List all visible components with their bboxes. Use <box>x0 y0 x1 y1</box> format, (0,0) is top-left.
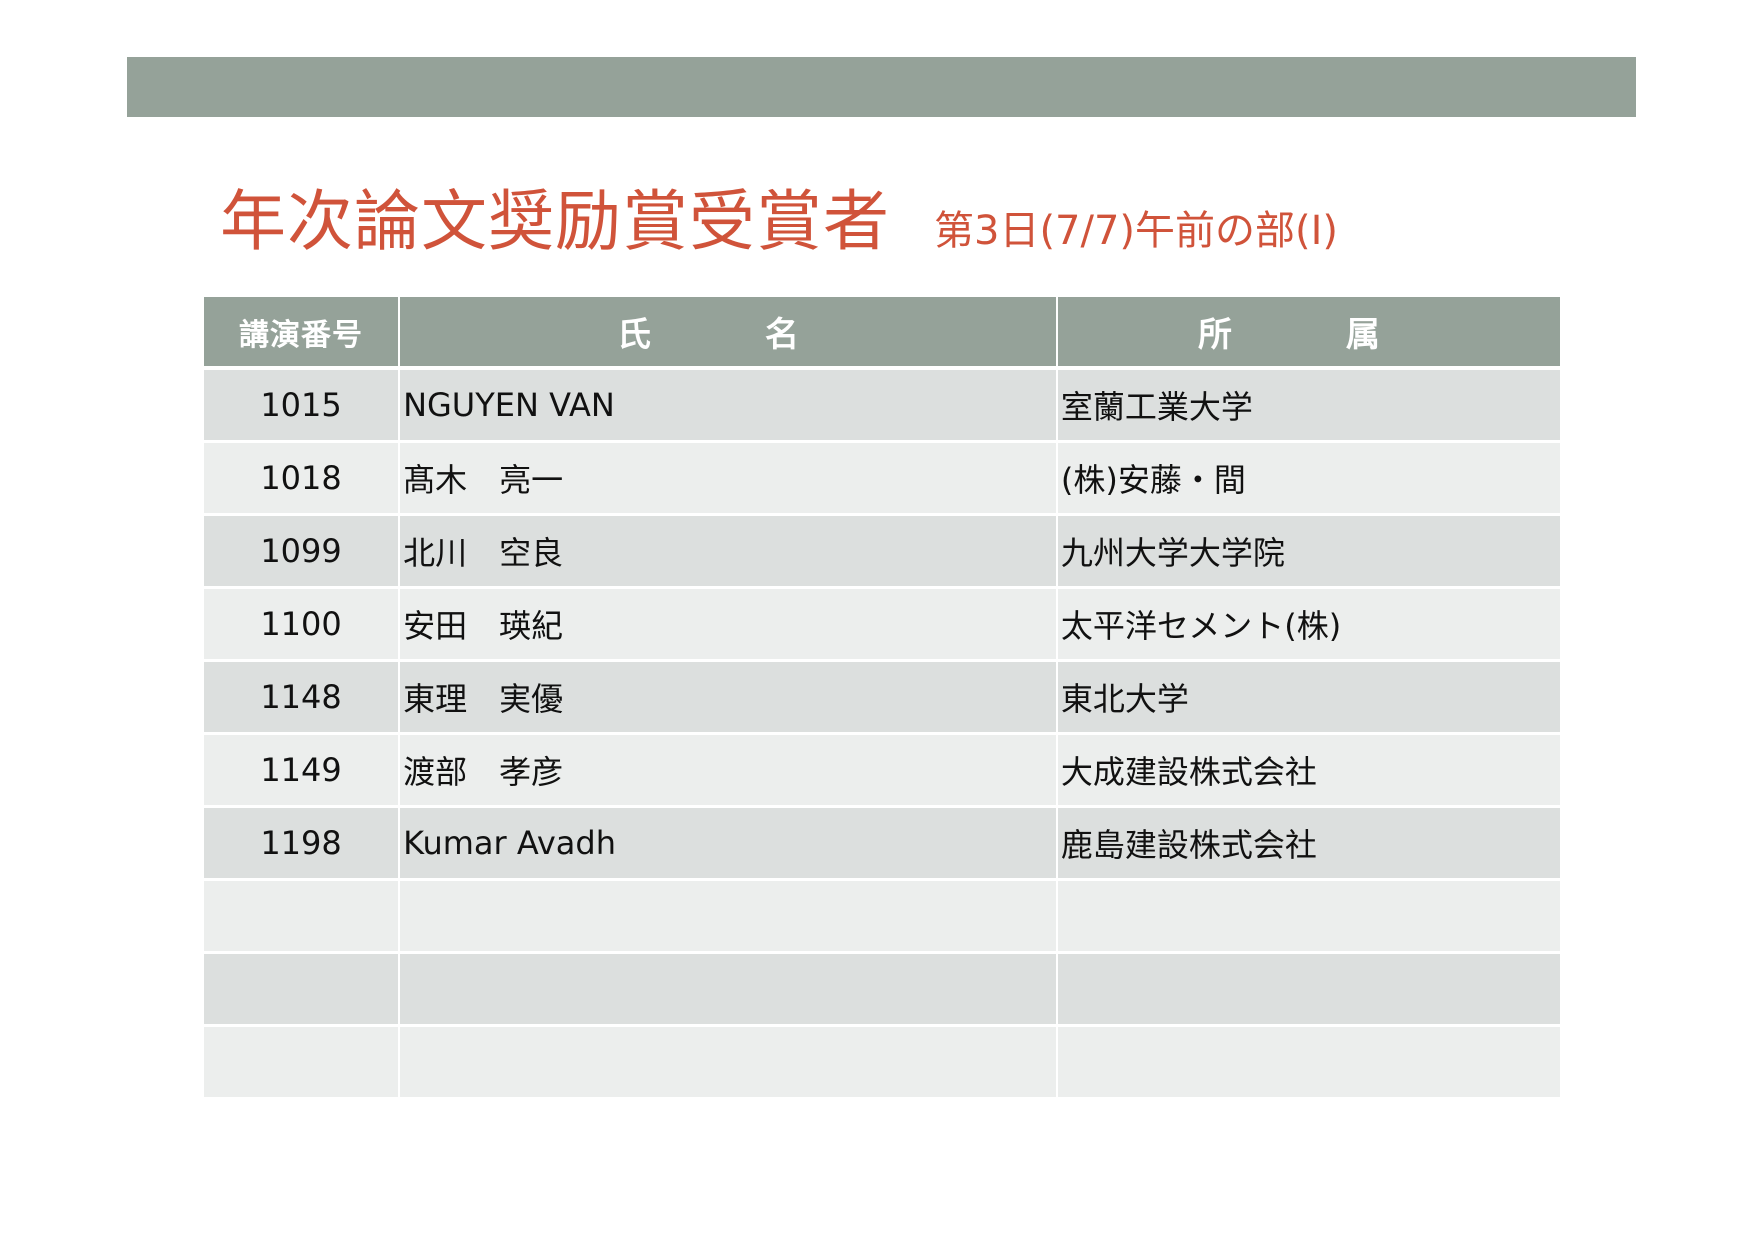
table-row: 1149 渡部 孝彦 大成建設株式会社 <box>204 735 1560 808</box>
cell-number: 1198 <box>204 808 401 881</box>
table-row: 1100 安田 瑛紀 太平洋セメント(株) <box>204 589 1560 662</box>
cell-affiliation: 鹿島建設株式会社 <box>1057 808 1560 881</box>
cell-name: Kumar Avadh <box>400 808 1058 881</box>
header-name: 氏 名 <box>400 297 1058 370</box>
title-main: 年次論文奨励賞受賞者 <box>220 183 890 260</box>
table-row: 1015 NGUYEN VAN 室蘭工業大学 <box>204 370 1560 443</box>
table-row: 1148 東理 実優 東北大学 <box>204 662 1560 735</box>
cell-name: NGUYEN VAN <box>400 370 1058 443</box>
cell-name: 髙木 亮一 <box>400 443 1058 516</box>
title-sub: 第3日(7/7)午前の部(Ⅰ) <box>934 208 1339 254</box>
cell-affiliation <box>1057 881 1560 954</box>
cell-name <box>400 1027 1058 1100</box>
cell-affiliation: 東北大学 <box>1057 662 1560 735</box>
cell-number <box>204 954 401 1027</box>
table-header-row: 講演番号 氏 名 所 属 <box>204 297 1560 370</box>
header-bar <box>127 57 1636 117</box>
cell-number: 1100 <box>204 589 401 662</box>
cell-affiliation <box>1057 1027 1560 1100</box>
cell-affiliation <box>1057 954 1560 1027</box>
table-row <box>204 881 1560 954</box>
table-row <box>204 1027 1560 1100</box>
cell-name: 北川 空良 <box>400 516 1058 589</box>
cell-number: 1148 <box>204 662 401 735</box>
cell-number <box>204 1027 401 1100</box>
cell-number: 1015 <box>204 370 401 443</box>
cell-number: 1149 <box>204 735 401 808</box>
cell-number <box>204 881 401 954</box>
table-row: 1018 髙木 亮一 (株)安藤・間 <box>204 443 1560 516</box>
awardees-table: 講演番号 氏 名 所 属 1015 NGUYEN VAN 室蘭工業大学 1018 髙木 … <box>204 297 1560 1100</box>
cell-name: 渡部 孝彦 <box>400 735 1058 808</box>
cell-name: 東理 実優 <box>400 662 1058 735</box>
cell-affiliation: 太平洋セメント(株) <box>1057 589 1560 662</box>
cell-affiliation: 大成建設株式会社 <box>1057 735 1560 808</box>
cell-name <box>400 954 1058 1027</box>
table-row: 1198 Kumar Avadh 鹿島建設株式会社 <box>204 808 1560 881</box>
page-title: 年次論文奨励賞受賞者 第3日(7/7)午前の部(Ⅰ) <box>220 168 1338 264</box>
cell-affiliation: 室蘭工業大学 <box>1057 370 1560 443</box>
table-row <box>204 954 1560 1027</box>
header-number: 講演番号 <box>204 297 401 370</box>
cell-affiliation: (株)安藤・間 <box>1057 443 1560 516</box>
cell-name <box>400 881 1058 954</box>
header-affiliation: 所 属 <box>1057 297 1560 370</box>
cell-affiliation: 九州大学大学院 <box>1057 516 1560 589</box>
table-row: 1099 北川 空良 九州大学大学院 <box>204 516 1560 589</box>
cell-number: 1099 <box>204 516 401 589</box>
cell-number: 1018 <box>204 443 401 516</box>
cell-name: 安田 瑛紀 <box>400 589 1058 662</box>
